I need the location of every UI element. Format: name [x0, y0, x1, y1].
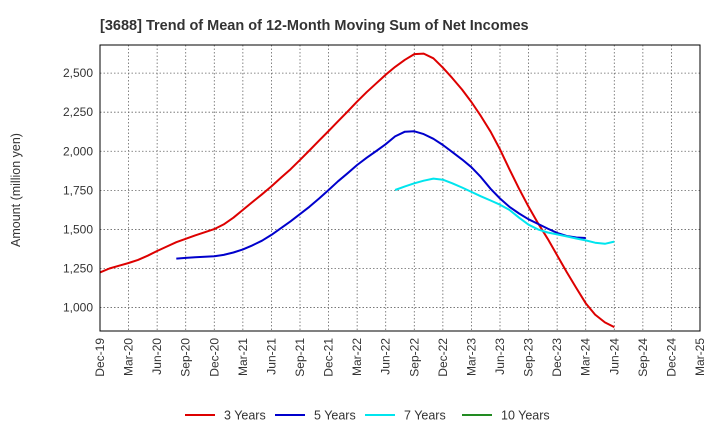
grid-layer — [100, 45, 700, 331]
x-tick-label: Jun-23 — [493, 338, 507, 375]
x-tick-label: Dec-23 — [550, 338, 564, 377]
y-tick-label: 2,250 — [63, 105, 93, 119]
y-tick-label: 1,750 — [63, 183, 93, 197]
legend-label: 5 Years — [314, 409, 356, 423]
x-tick-label: Sep-23 — [522, 338, 536, 377]
series-line-7-years — [394, 177, 615, 245]
series-line-3-years — [99, 52, 615, 328]
y-axis-label: Amount (million yen) — [9, 133, 23, 247]
y-tick-label: 1,500 — [63, 222, 93, 236]
x-tick-label: Sep-24 — [636, 338, 650, 377]
legend-label: 3 Years — [224, 409, 266, 423]
x-tick-label: Mar-21 — [236, 338, 250, 376]
legend: 3 Years 5 Years 7 Years 10 Years — [185, 409, 550, 423]
x-tick-label: Dec-20 — [207, 338, 221, 377]
x-tick-label: Mar-25 — [693, 338, 707, 376]
series-line-5-years — [176, 130, 586, 260]
plot-frame — [99, 44, 701, 332]
y-tick-labels: 1,000 1,250 1,500 1,750 2,000 2,250 2,500 — [63, 66, 93, 314]
chart-title: [3688] Trend of Mean of 12-Month Moving … — [100, 18, 529, 34]
legend-label: 7 Years — [404, 409, 446, 423]
legend-label: 10 Years — [501, 409, 550, 423]
x-tick-label: Mar-20 — [122, 338, 136, 376]
x-tick-label: Sep-21 — [293, 338, 307, 377]
x-tick-label: Sep-20 — [179, 338, 193, 377]
x-tick-label: Jun-22 — [379, 338, 393, 375]
x-tick-label: Jun-24 — [607, 338, 621, 375]
y-tick-label: 1,250 — [63, 261, 93, 275]
series-layer — [99, 52, 615, 328]
x-tick-label: Dec-21 — [322, 338, 336, 377]
x-tick-label: Dec-24 — [664, 338, 678, 377]
y-tick-label: 2,000 — [63, 144, 93, 158]
x-tick-label: Mar-23 — [464, 338, 478, 376]
x-tick-label: Mar-22 — [350, 338, 364, 376]
x-tick-label: Dec-22 — [436, 338, 450, 377]
x-tick-label: Jun-20 — [150, 338, 164, 375]
x-tick-label: Sep-22 — [407, 338, 421, 377]
x-tick-label: Dec-19 — [93, 338, 107, 377]
y-tick-label: 1,000 — [63, 301, 93, 315]
x-tick-label: Mar-24 — [579, 338, 593, 376]
x-tick-label: Jun-21 — [264, 338, 278, 375]
y-tick-label: 2,500 — [63, 66, 93, 80]
x-tick-labels: Dec-19 Mar-20 Jun-20 Sep-20 Dec-20 Mar-21 Jun-… — [93, 338, 707, 377]
